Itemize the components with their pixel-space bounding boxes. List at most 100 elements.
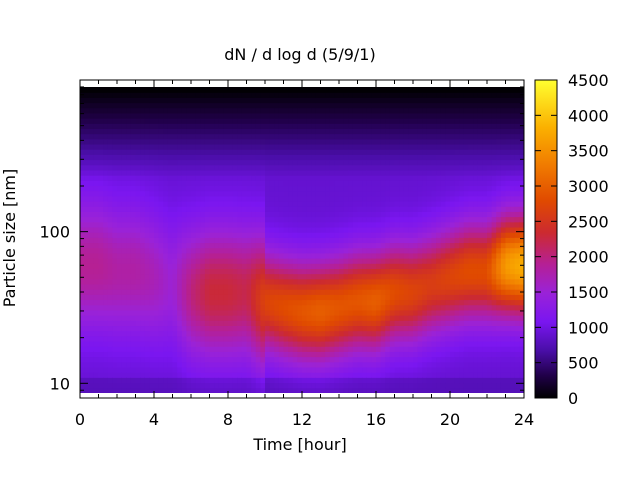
heatmap-cell xyxy=(278,149,285,155)
heatmap-cell xyxy=(260,107,266,114)
heatmap-cell xyxy=(334,283,340,290)
heatmap-cell xyxy=(292,118,298,124)
heatmap-cell xyxy=(450,206,456,212)
heatmap-cell xyxy=(158,366,164,373)
heatmap-cell xyxy=(445,206,451,212)
heatmap-cell xyxy=(214,294,220,301)
heatmap-cell xyxy=(325,258,331,264)
heatmap-cell xyxy=(413,247,419,254)
heatmap-cell xyxy=(228,289,234,295)
heatmap-cell xyxy=(149,237,155,244)
heatmap-cell xyxy=(413,154,419,161)
heatmap-cell xyxy=(343,351,349,358)
heatmap-cell xyxy=(288,216,294,223)
heatmap-cell xyxy=(181,258,187,264)
heatmap-cell xyxy=(413,190,419,197)
heatmap-cell xyxy=(200,258,206,264)
heatmap-cell xyxy=(348,221,354,228)
heatmap-cell xyxy=(167,216,174,223)
heatmap-cell xyxy=(135,258,141,264)
heatmap-cell xyxy=(195,315,201,321)
heatmap-cell xyxy=(389,351,396,358)
heatmap-cell xyxy=(246,325,252,332)
heatmap-cell xyxy=(223,320,229,327)
heatmap-cell xyxy=(376,226,382,233)
heatmap-cell xyxy=(339,138,345,145)
heatmap-cell xyxy=(371,169,377,176)
heatmap-cell xyxy=(181,87,187,93)
heatmap-cell xyxy=(403,97,409,104)
heatmap-cell xyxy=(371,252,377,259)
heatmap-cell xyxy=(306,346,312,352)
heatmap-cell xyxy=(436,356,442,363)
heatmap-cell xyxy=(417,133,423,140)
heatmap-cell xyxy=(334,185,340,192)
heatmap-cell xyxy=(380,382,386,389)
heatmap-cell xyxy=(320,340,326,347)
heatmap-cell xyxy=(436,372,442,378)
heatmap-cell xyxy=(251,164,257,171)
heatmap-cell xyxy=(223,268,229,275)
heatmap-cell xyxy=(269,190,275,197)
heatmap-cell xyxy=(371,247,377,254)
heatmap-cell xyxy=(413,232,419,238)
heatmap-cell xyxy=(265,175,271,181)
heatmap-cell xyxy=(417,128,423,135)
heatmap-cell xyxy=(172,382,178,389)
heatmap-cell xyxy=(366,351,372,358)
heatmap-cell xyxy=(130,273,137,280)
heatmap-cell xyxy=(288,123,294,130)
heatmap-cell xyxy=(195,159,201,166)
heatmap-cell xyxy=(403,211,409,218)
heatmap-cell xyxy=(385,372,391,378)
heatmap-cell xyxy=(135,263,141,269)
heatmap-cell xyxy=(315,268,322,275)
heatmap-cell xyxy=(163,154,169,161)
heatmap-cell xyxy=(431,143,437,150)
heatmap-cell xyxy=(376,138,382,145)
heatmap-cell xyxy=(135,195,141,202)
heatmap-cell xyxy=(348,330,354,337)
heatmap-cell xyxy=(371,154,377,161)
heatmap-cell xyxy=(191,112,197,119)
heatmap-cell xyxy=(237,87,243,93)
heatmap-cell xyxy=(325,242,331,249)
heatmap-cell xyxy=(450,247,456,254)
heatmap-cell xyxy=(255,237,261,244)
heatmap-cell xyxy=(334,87,340,93)
heatmap-cell xyxy=(80,294,86,301)
heatmap-cell xyxy=(325,200,331,207)
heatmap-cell xyxy=(297,278,303,285)
heatmap-cell xyxy=(241,258,248,264)
heatmap-cell xyxy=(283,263,289,269)
heatmap-cell xyxy=(84,159,90,166)
heatmap-cell xyxy=(218,211,224,218)
heatmap-cell xyxy=(329,325,335,332)
heatmap-cell xyxy=(98,123,104,130)
heatmap-cell xyxy=(274,175,280,181)
heatmap-cell xyxy=(269,164,275,171)
heatmap-cell xyxy=(362,206,368,212)
heatmap-cell xyxy=(348,340,354,347)
heatmap-cell xyxy=(417,175,423,181)
heatmap-cell xyxy=(167,180,174,187)
heatmap-cell xyxy=(209,361,215,368)
heatmap-cell xyxy=(399,149,405,155)
heatmap-cell xyxy=(214,128,220,135)
heatmap-cell xyxy=(172,315,178,321)
heatmap-cell xyxy=(218,366,224,373)
heatmap-cell xyxy=(255,351,261,358)
heatmap-cell xyxy=(278,242,285,249)
heatmap-cell xyxy=(394,320,400,327)
heatmap-cell xyxy=(84,320,90,327)
heatmap-cell xyxy=(339,377,345,384)
heatmap-cell xyxy=(265,330,271,337)
heatmap-cell xyxy=(311,200,317,207)
heatmap-cell xyxy=(251,263,257,269)
heatmap-cell xyxy=(209,252,215,259)
heatmap-cell xyxy=(408,242,414,249)
heatmap-cell xyxy=(459,382,465,389)
heatmap-cell xyxy=(380,268,386,275)
heatmap-cell xyxy=(403,372,409,378)
